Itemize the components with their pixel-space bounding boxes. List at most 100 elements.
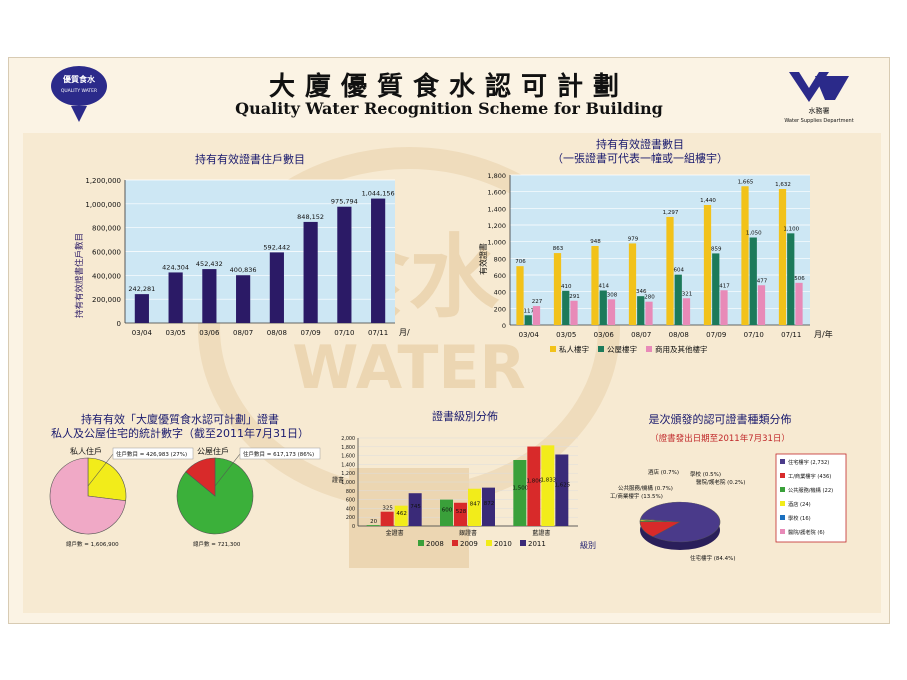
chart3-title-line2: 私人及公屋住宅的統計數字（截至2011年7月31日） xyxy=(51,427,309,440)
chart2-value-label: 1,440 xyxy=(700,198,716,204)
chart2-value-label: 1,100 xyxy=(783,226,799,232)
chart4-legend-swatch xyxy=(486,540,492,546)
chart2-value-label: 706 xyxy=(515,259,526,265)
chart2-legend-swatch xyxy=(550,346,556,352)
chart2-bar xyxy=(666,216,674,325)
chart2-bar xyxy=(778,189,787,325)
chart2-legend-swatch xyxy=(598,346,604,352)
chart2-title-line2: （一張證書可代表一幢或一組樓宇） xyxy=(552,152,728,165)
chart2-value-label: 1,297 xyxy=(663,210,679,216)
chart4-y-tick: 400 xyxy=(346,506,355,512)
chart2-value-label: 410 xyxy=(561,284,572,290)
chart1-y-tick: 800,000 xyxy=(92,225,121,233)
chart2-value-label: 227 xyxy=(532,299,543,305)
chart4-value-label: 847 xyxy=(470,502,481,508)
chart5-slice-label: 醫院/護老院 (0.2%) xyxy=(696,478,745,486)
chart3-callout-line xyxy=(214,453,241,487)
chart2-bar xyxy=(599,290,607,325)
chart1-x-tick: 07/10 xyxy=(334,329,354,337)
chart2-bar xyxy=(607,299,616,325)
chart1-bar xyxy=(303,221,318,323)
chart4-value-label: 325 xyxy=(382,506,393,512)
chart2-value-label: 863 xyxy=(553,246,564,252)
chart1-bar xyxy=(134,294,149,323)
chart3-callout: 住戶數目 = 617,173 (86%) xyxy=(243,450,314,458)
chart4-bar xyxy=(513,460,527,526)
chart4-value-label: 528 xyxy=(456,509,467,515)
chart2-bar xyxy=(703,205,712,325)
chart2-value-label: 414 xyxy=(599,284,610,290)
chart5-slice-label: 工/商業樓宇 (13.5%) xyxy=(610,492,663,500)
chart2-legend-label: 商用及其他樓宇 xyxy=(655,344,708,354)
chart1-value-label: 400,836 xyxy=(230,266,257,274)
chart3-title-line1: 持有有效「大廈優質食水認可計劃」證書 xyxy=(81,413,279,426)
chart2-bar xyxy=(532,306,541,325)
chart4-bar xyxy=(527,446,541,526)
chart1-bar xyxy=(168,272,183,323)
chart5-legend-label: 公共服務/機構 (22) xyxy=(788,486,833,494)
svg-text:WATER: WATER xyxy=(292,333,525,403)
chart3-total: 總戶數 = 1,606,900 xyxy=(66,540,119,547)
chart3-total: 總戶數 = 721,300 xyxy=(193,540,241,547)
chart4-bar xyxy=(454,502,467,526)
chart5-slice-label: 公共服務/機構 (0.7%) xyxy=(618,484,673,492)
chart1-x-tick: 03/05 xyxy=(166,329,186,337)
chart4-value-label: 1,625 xyxy=(554,483,570,489)
chart2-y-tick: 600 xyxy=(494,272,506,280)
chart2-x-unit: 月/年 xyxy=(814,329,833,339)
chart2-bar xyxy=(757,285,766,325)
chart4-y-tick: 200 xyxy=(346,515,355,521)
chart3-callout-line xyxy=(87,453,114,487)
chart2-value-label: 346 xyxy=(636,289,647,295)
chart2-y-label: 有效證書 xyxy=(478,243,488,275)
title-chinese: 大廈優質食水認可計劃 xyxy=(268,72,629,102)
chart2-legend-label: 私人樓宇 xyxy=(559,344,589,354)
chart4-value-label: 1,500 xyxy=(512,486,528,492)
chart2-bar xyxy=(682,298,691,325)
chart5-legend-swatch xyxy=(780,459,785,464)
chart2-x-tick: 03/05 xyxy=(556,331,576,339)
chart3-pies: 私人住戶 住戶數目 = 426,983 (27%)總戶數 = 1,606,900 … xyxy=(49,446,321,547)
chart2-value-label: 280 xyxy=(644,295,655,301)
chart4-bar xyxy=(394,505,408,526)
chart4-y-tick: 1,800 xyxy=(341,445,355,451)
chart1-x-tick: 03/06 xyxy=(199,329,220,337)
chart2-bar xyxy=(749,237,757,325)
chart1-title: 持有有效證書住戶數目 xyxy=(195,153,305,166)
chart5-legend-label: 酒店 (24) xyxy=(788,500,811,508)
chart2-value-label: 604 xyxy=(674,268,685,274)
chart4-legend-label: 2011 xyxy=(528,540,546,548)
chart1-bar xyxy=(371,198,386,323)
chart2-y-tick: 400 xyxy=(494,289,506,297)
chart4-bar xyxy=(468,488,481,526)
chart4-bar xyxy=(366,525,380,526)
chart5-cert-types: 住宅樓宇 (84.4%) 工/商業樓宇 (13.5%)公共服務/機構 (0.7%)… xyxy=(610,453,847,562)
chart4-legend-label: 2008 xyxy=(426,540,444,548)
chart2-value-label: 859 xyxy=(711,246,722,252)
chart1-bar xyxy=(337,206,352,323)
chart4-bar xyxy=(380,511,394,526)
chart2-bar xyxy=(795,282,803,325)
chart2-value-label: 477 xyxy=(757,278,768,284)
chart2-value-label: 1,050 xyxy=(746,231,762,237)
chart1-bar xyxy=(269,252,284,323)
chart4-y-tick: 1,000 xyxy=(341,480,355,486)
quality-water-logo: 優質食水 QUALITY WATER xyxy=(51,66,107,122)
chart4-legend-swatch xyxy=(452,540,458,546)
chart1-y-tick: 1,000,000 xyxy=(85,201,121,209)
chart1-value-label: 1,044,156 xyxy=(362,190,395,198)
chart4-x-tick: 金證書 xyxy=(386,529,404,537)
chart4-bar xyxy=(541,445,555,526)
title-english: Quality Water Recognition Scheme for Bui… xyxy=(235,99,663,118)
chart1-x-tick: 08/07 xyxy=(233,329,253,337)
chart1-x-tick: 07/09 xyxy=(301,329,321,337)
chart2-value-label: 979 xyxy=(628,236,639,242)
chart2-bar xyxy=(524,315,532,325)
chart5-slice-label: 學校 (0.5%) xyxy=(690,470,721,478)
chart5-legend-swatch xyxy=(780,487,785,492)
chart2-y-tick: 200 xyxy=(494,305,506,313)
chart2-x-tick: 07/11 xyxy=(781,331,801,339)
chart5-legend-swatch xyxy=(780,515,785,520)
chart4-value-label: 20 xyxy=(370,519,377,525)
chart2-x-tick: 07/10 xyxy=(744,331,764,339)
